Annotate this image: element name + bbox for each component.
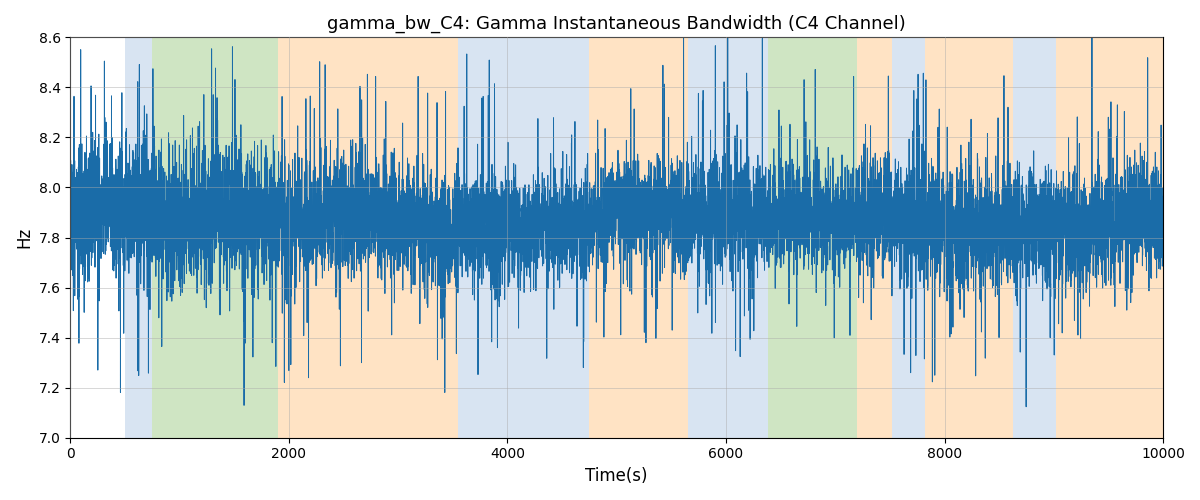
Bar bbox=[317, 38, 458, 438]
Bar bbox=[892, 38, 925, 438]
Bar bbox=[1013, 38, 1056, 438]
Bar bbox=[857, 38, 892, 438]
Bar bbox=[152, 38, 278, 438]
Bar bbox=[688, 38, 715, 438]
Bar bbox=[715, 38, 748, 438]
Bar bbox=[458, 38, 486, 438]
Bar bbox=[768, 38, 857, 438]
Bar bbox=[925, 38, 1013, 438]
X-axis label: Time(s): Time(s) bbox=[586, 467, 648, 485]
Bar bbox=[125, 38, 152, 438]
Bar bbox=[1056, 38, 1163, 438]
Title: gamma_bw_C4: Gamma Instantaneous Bandwidth (C4 Channel): gamma_bw_C4: Gamma Instantaneous Bandwid… bbox=[328, 15, 906, 34]
Bar bbox=[748, 38, 768, 438]
Bar bbox=[278, 38, 317, 438]
Bar bbox=[589, 38, 622, 438]
Bar bbox=[622, 38, 688, 438]
Bar bbox=[486, 38, 589, 438]
Y-axis label: Hz: Hz bbox=[14, 227, 32, 248]
